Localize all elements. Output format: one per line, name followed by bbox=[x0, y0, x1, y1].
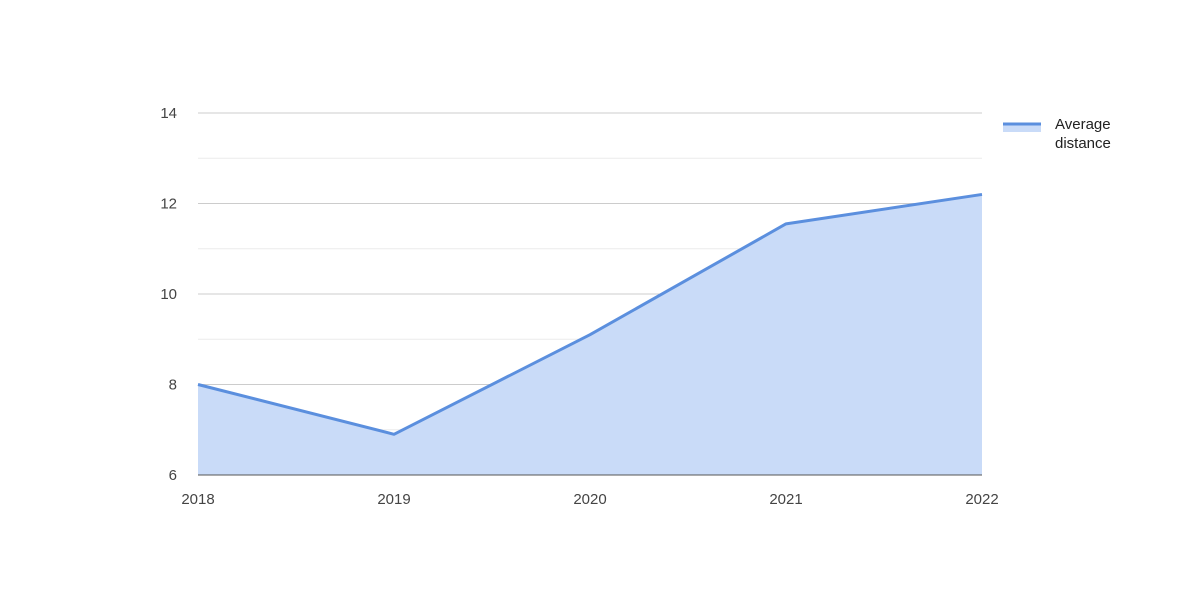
legend[interactable]: Average distance bbox=[1003, 116, 1111, 152]
series-area-fill bbox=[198, 194, 982, 475]
x-tick-label: 2020 bbox=[573, 491, 606, 508]
y-tick-label: 8 bbox=[169, 377, 177, 394]
x-tick-label: 2021 bbox=[769, 491, 802, 508]
y-tick-label: 6 bbox=[169, 467, 177, 484]
series-area-group bbox=[197, 192, 983, 476]
x-axis-tick-labels: 2018 2019 2020 2021 2022 bbox=[181, 491, 998, 508]
legend-label-line-1: Average bbox=[1055, 116, 1111, 133]
y-tick-label: 10 bbox=[160, 286, 177, 303]
x-tick-label: 2022 bbox=[965, 491, 998, 508]
y-tick-label: 12 bbox=[160, 196, 177, 213]
y-tick-label: 14 bbox=[160, 105, 177, 122]
y-axis-tick-labels: 6 8 10 12 14 bbox=[160, 105, 177, 484]
x-tick-label: 2019 bbox=[377, 491, 410, 508]
legend-swatch-fill bbox=[1003, 124, 1041, 132]
legend-label-line-2: distance bbox=[1055, 135, 1111, 152]
x-tick-label: 2018 bbox=[181, 491, 214, 508]
